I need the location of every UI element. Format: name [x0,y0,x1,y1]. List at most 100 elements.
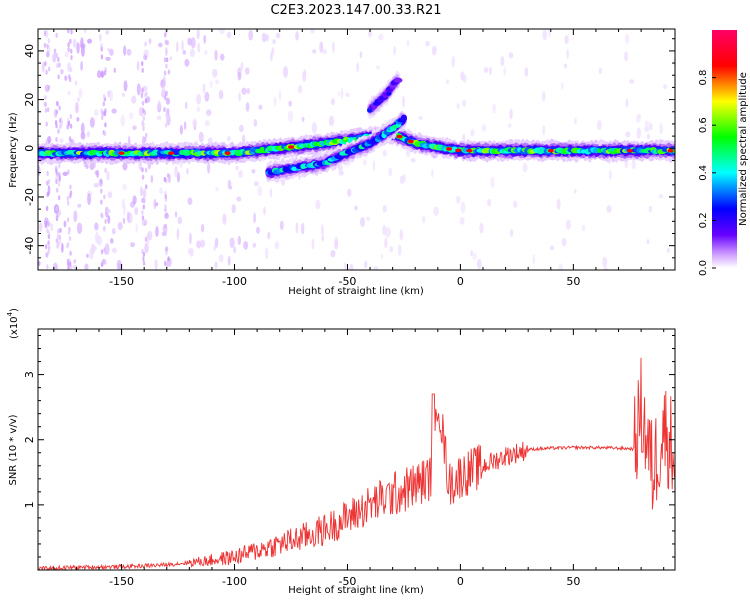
noise-speck [153,198,157,210]
spectrum-peak [399,116,407,121]
noise-speck [177,216,183,225]
noise-speck [179,162,183,168]
noise-speck [431,45,437,56]
noise-speck [389,246,394,253]
noise-speck [248,29,254,41]
noise-speck [46,107,50,113]
noise-speck [132,195,137,205]
svg-text:(x104): (x104) [6,308,20,339]
noise-speck [56,233,60,239]
noise-speck [330,98,336,106]
noise-speck [606,205,612,213]
noise-speck [55,168,58,174]
noise-speck [455,195,461,204]
y-tick-label: 0 [23,145,36,152]
noise-speck [67,47,70,53]
noise-speck [238,170,243,179]
noise-speck [132,125,137,130]
noise-speck [60,68,64,75]
noise-speck [274,241,280,250]
colorbar-tick-label: 0.8 [698,70,709,86]
noise-speck [425,40,430,47]
noise-speck [227,179,232,188]
noise-speck [481,124,487,132]
noise-speck [189,247,194,258]
spectrogram-y-axis-label: Frequency (Hz) [8,112,19,188]
noise-speck [189,232,192,245]
noise-speck [122,183,127,191]
noise-speck [155,225,159,238]
noise-speck [122,162,128,171]
noise-speck [244,67,250,75]
noise-speck [140,186,143,197]
noise-speck [136,83,141,96]
noise-speck [273,96,277,107]
noise-speck [162,76,166,88]
x-tick-label: 50 [566,575,580,588]
noise-speck [190,37,196,49]
noise-speck [143,54,146,60]
spectrogram-frame [37,28,676,271]
noise-speck [233,246,237,254]
spectrum-max [287,145,294,149]
noise-speck [206,109,212,116]
noise-speck [489,66,493,76]
noise-speck [279,220,284,231]
noise-speck [598,67,602,75]
noise-speck [86,131,91,138]
snr-frame [37,328,676,571]
noise-speck [142,204,145,210]
noise-speck [513,200,518,208]
noise-speck [253,212,256,224]
noise-speck [43,42,47,48]
noise-speck [100,54,104,60]
noise-speck [69,250,72,256]
spectrum-max [407,139,414,144]
snr-panel: -150 -100 -50 0 50 1 2 3 Height of straight lin… [6,308,676,596]
noise-speck [644,125,650,133]
noise-speck [134,207,139,215]
noise-speck [295,222,299,234]
y-tick-label: -20 [23,188,36,206]
noise-speck [59,118,62,124]
noise-speck [85,164,89,169]
noise-speck [470,250,474,257]
noise-speck [89,162,95,171]
noise-speck [487,198,492,207]
noise-speck [86,253,89,259]
noise-speck [165,246,169,252]
noise-speck [103,194,106,200]
noise-speck [207,162,211,174]
noise-speck [76,42,80,54]
noise-speck [573,188,577,194]
noise-speck [356,62,359,72]
noise-speck [46,50,49,56]
noise-speck [58,62,61,68]
spectrum-max [547,148,554,153]
noise-speck [100,179,103,185]
noise-speck [334,239,339,250]
noise-speck [144,236,148,242]
noise-speck [141,100,145,106]
noise-speck [92,245,97,251]
noise-speck [187,37,192,46]
noise-speck [140,93,144,99]
noise-speck [38,261,41,266]
noise-speck [187,197,193,206]
x-tick-label: -50 [338,275,356,288]
noise-speck [143,137,147,143]
noise-speck [57,74,60,80]
noise-speck [120,114,126,127]
noise-speck [215,79,220,85]
noise-speck [47,240,50,246]
colorbar-label: Normalized spectral amplitude [738,72,749,226]
noise-speck [433,206,439,217]
noise-speck [58,123,62,129]
noise-speck [558,263,564,270]
noise-speck [196,240,202,249]
noise-speck [63,220,67,228]
noise-speck [70,29,73,35]
noise-speck [182,50,187,55]
noise-speck [666,247,670,254]
noise-speck [445,79,450,85]
